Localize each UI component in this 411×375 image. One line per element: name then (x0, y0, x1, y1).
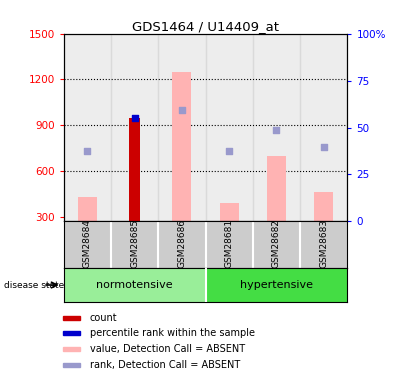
Text: count: count (90, 313, 118, 323)
Bar (253, 34, 300, 221)
Text: GSM28682: GSM28682 (272, 219, 281, 268)
Text: GSM28683: GSM28683 (319, 219, 328, 268)
Text: value, Detection Call = ABSENT: value, Detection Call = ABSENT (90, 344, 245, 354)
Bar (78, 197, 97, 221)
Point (84, 148, 90, 154)
Text: GSM28684: GSM28684 (83, 219, 92, 268)
Bar (64, 34, 111, 221)
Bar (63, 363, 80, 367)
Title: GDS1464 / U14409_at: GDS1464 / U14409_at (132, 20, 279, 33)
Bar (63, 347, 80, 351)
Text: GSM28681: GSM28681 (225, 219, 233, 268)
Point (132, 115, 138, 121)
Text: hypertensive: hypertensive (240, 280, 313, 290)
Bar (172, 72, 191, 221)
Point (178, 107, 185, 113)
Bar (206, 34, 253, 221)
Text: normotensive: normotensive (96, 280, 173, 290)
Point (321, 144, 327, 150)
Bar (267, 156, 286, 221)
Bar (111, 34, 158, 221)
Bar (129, 118, 140, 221)
Bar (63, 316, 80, 320)
Bar (219, 203, 238, 221)
Text: rank, Detection Call = ABSENT: rank, Detection Call = ABSENT (90, 360, 240, 370)
Text: GSM28686: GSM28686 (178, 219, 186, 268)
Text: GSM28685: GSM28685 (130, 219, 139, 268)
Point (226, 148, 233, 154)
Text: disease state: disease state (4, 280, 65, 290)
Point (273, 127, 279, 133)
Bar (300, 34, 347, 221)
Bar (63, 332, 80, 335)
Bar (158, 34, 206, 221)
Bar (206, 268, 347, 302)
Text: percentile rank within the sample: percentile rank within the sample (90, 328, 255, 338)
Bar (64, 268, 206, 302)
Bar (314, 192, 333, 221)
